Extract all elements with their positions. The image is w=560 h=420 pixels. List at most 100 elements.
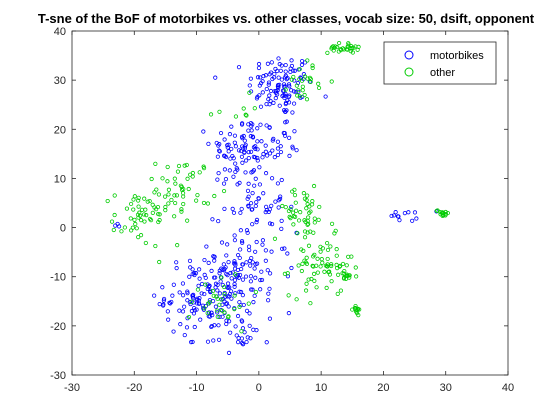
data-point-motorbikes xyxy=(252,266,257,271)
data-point-motorbikes xyxy=(289,58,294,63)
data-point-motorbikes xyxy=(279,246,285,251)
data-point-other xyxy=(325,256,330,262)
data-point-motorbikes xyxy=(299,62,305,67)
data-point-other xyxy=(179,209,184,214)
data-point-other xyxy=(215,308,220,313)
data-point-motorbikes xyxy=(248,76,253,81)
data-point-other xyxy=(211,293,216,298)
data-point-motorbikes xyxy=(406,210,411,215)
data-point-motorbikes xyxy=(221,262,226,267)
data-point-motorbikes xyxy=(253,176,258,181)
data-point-motorbikes xyxy=(279,218,284,223)
data-point-motorbikes xyxy=(277,103,282,108)
data-point-motorbikes xyxy=(279,226,284,231)
data-point-other xyxy=(288,215,293,221)
data-point-other xyxy=(154,187,159,192)
data-point-other xyxy=(304,206,309,211)
data-point-motorbikes xyxy=(267,286,272,291)
data-point-motorbikes xyxy=(227,294,232,299)
data-point-motorbikes xyxy=(280,93,285,99)
y-tick-label: 30 xyxy=(54,75,66,87)
data-point-motorbikes xyxy=(246,194,251,199)
data-point-motorbikes xyxy=(242,138,247,143)
data-point-motorbikes xyxy=(232,140,237,145)
data-point-other xyxy=(301,191,306,196)
data-point-motorbikes xyxy=(217,148,222,153)
data-point-motorbikes xyxy=(301,72,306,77)
data-point-motorbikes xyxy=(243,170,248,175)
data-point-motorbikes xyxy=(255,75,261,80)
data-point-other xyxy=(215,314,220,319)
data-point-motorbikes xyxy=(209,323,214,329)
data-point-other xyxy=(302,74,308,79)
data-point-other xyxy=(310,63,315,68)
data-point-motorbikes xyxy=(212,323,217,328)
data-point-motorbikes xyxy=(292,78,297,83)
data-point-motorbikes xyxy=(241,302,246,308)
data-point-other xyxy=(179,187,185,193)
data-point-motorbikes xyxy=(283,101,288,107)
data-point-other xyxy=(307,75,313,80)
data-point-motorbikes xyxy=(249,207,254,212)
data-point-other xyxy=(335,45,340,50)
data-point-motorbikes xyxy=(223,294,228,299)
data-point-motorbikes xyxy=(197,276,202,281)
data-point-motorbikes xyxy=(244,260,249,265)
data-point-other xyxy=(297,94,302,99)
data-point-motorbikes xyxy=(279,177,284,183)
data-point-other xyxy=(325,247,331,253)
data-point-other xyxy=(312,216,317,221)
data-point-motorbikes xyxy=(256,61,262,67)
data-point-other xyxy=(310,263,315,268)
data-point-other xyxy=(351,45,356,50)
data-point-motorbikes xyxy=(226,350,232,355)
data-point-motorbikes xyxy=(204,244,209,249)
data-point-motorbikes xyxy=(196,301,201,306)
data-point-other xyxy=(296,263,301,268)
data-point-other xyxy=(346,273,351,278)
data-point-motorbikes xyxy=(263,258,268,263)
data-point-motorbikes xyxy=(230,153,235,159)
data-point-motorbikes xyxy=(232,259,237,264)
data-point-motorbikes xyxy=(290,146,295,151)
data-point-other xyxy=(346,42,351,47)
data-point-motorbikes xyxy=(217,149,222,154)
y-axis: -30 -20 -10 0 10 20 30 40 xyxy=(50,26,508,382)
data-point-motorbikes xyxy=(244,158,249,163)
data-point-other xyxy=(152,190,157,195)
data-point-motorbikes xyxy=(235,182,240,187)
data-point-motorbikes xyxy=(239,266,244,272)
data-point-motorbikes xyxy=(275,152,281,158)
data-point-motorbikes xyxy=(246,149,251,155)
data-point-other xyxy=(341,47,347,52)
data-point-motorbikes xyxy=(215,288,220,293)
data-point-other xyxy=(312,220,317,225)
data-point-motorbikes xyxy=(225,145,230,150)
data-point-other xyxy=(132,217,137,222)
data-point-motorbikes xyxy=(253,249,258,254)
data-point-other xyxy=(142,219,147,224)
data-point-motorbikes xyxy=(226,149,231,154)
data-point-other xyxy=(334,253,339,258)
data-point-motorbikes xyxy=(239,206,244,212)
data-point-motorbikes xyxy=(202,291,207,297)
data-point-motorbikes xyxy=(275,181,281,186)
data-point-motorbikes xyxy=(228,330,233,335)
data-point-motorbikes xyxy=(256,196,261,201)
x-tick-label: -20 xyxy=(126,382,142,394)
data-point-motorbikes xyxy=(212,254,217,259)
data-point-motorbikes xyxy=(211,338,216,343)
data-point-motorbikes xyxy=(263,149,269,154)
data-point-motorbikes xyxy=(229,296,234,301)
x-tick-label: 30 xyxy=(440,382,452,394)
data-point-other xyxy=(112,212,117,218)
data-point-motorbikes xyxy=(260,79,265,84)
y-tick-label: 40 xyxy=(54,26,66,38)
data-point-other xyxy=(294,83,299,88)
data-point-motorbikes xyxy=(253,275,258,280)
data-point-motorbikes xyxy=(224,271,229,277)
data-point-other xyxy=(304,281,309,286)
data-point-motorbikes xyxy=(250,135,256,140)
data-point-motorbikes xyxy=(231,174,236,179)
data-point-motorbikes xyxy=(206,141,211,146)
